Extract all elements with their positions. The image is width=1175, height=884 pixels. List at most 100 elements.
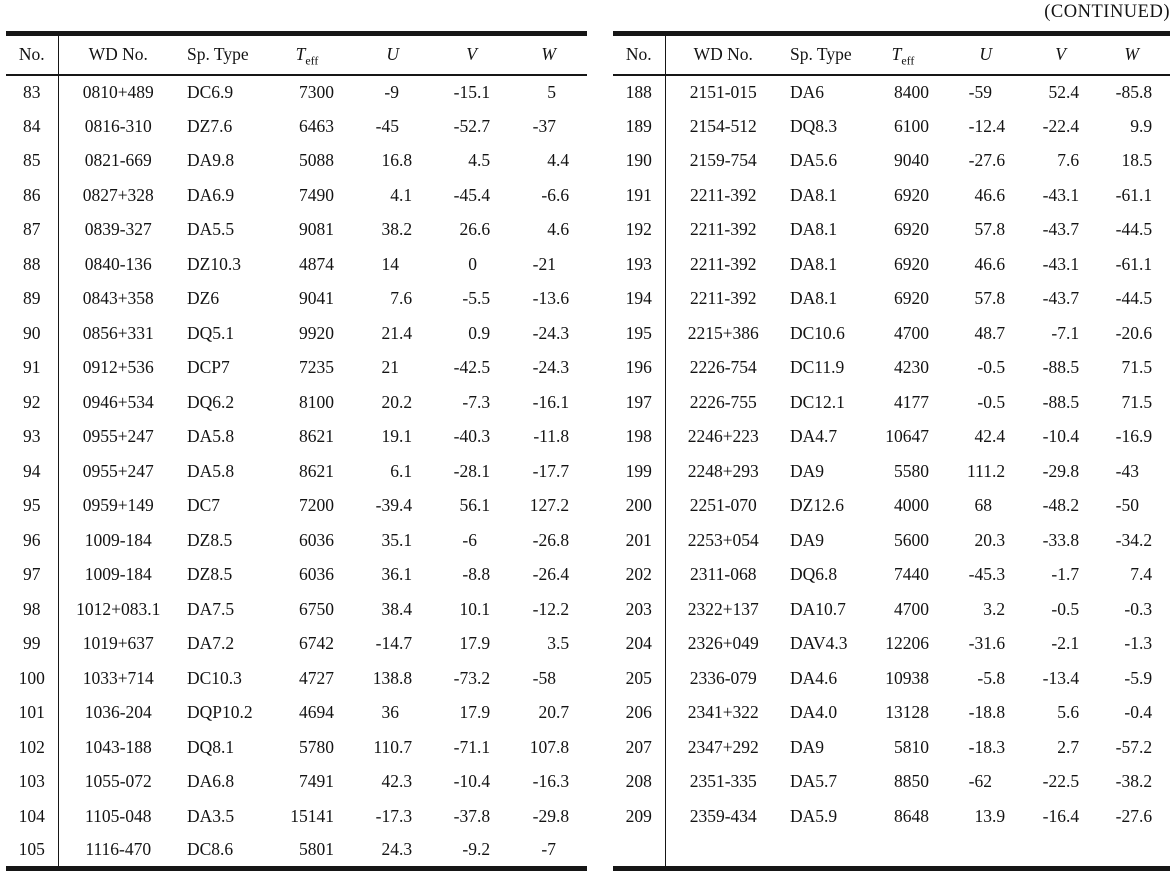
row-number-cell: 89 xyxy=(6,281,59,316)
spectral-type-cell: DC10.6 xyxy=(790,322,845,343)
teff-cell: 9041 xyxy=(299,288,334,309)
wd-number-cell: 0839-327 xyxy=(84,219,152,240)
w-velocity-cell: -44.5 xyxy=(1115,288,1153,309)
row-number-cell: 205 xyxy=(613,661,666,696)
row-number-cell: 192 xyxy=(613,212,666,247)
row-number-cell: 92 xyxy=(6,385,59,420)
teff-cell: 7491 xyxy=(299,771,334,792)
u-velocity-cell: 21 xyxy=(381,357,400,378)
header-row: No. WD No. Sp. Type Teff U V W xyxy=(613,33,1170,76)
w-velocity-cell: 127.2 xyxy=(529,495,570,516)
v-velocity-cell: 0 xyxy=(468,253,477,274)
column-header-teff: Teff xyxy=(280,33,338,76)
spectral-type-cell: DA9 xyxy=(790,460,825,481)
row-number-cell: 86 xyxy=(6,178,59,213)
u-velocity-cell: -14.7 xyxy=(375,633,413,654)
wd-number-cell: 2248+293 xyxy=(687,460,759,481)
wd-number-cell: 2326+049 xyxy=(687,633,759,654)
w-velocity-cell: -44.5 xyxy=(1115,219,1153,240)
table-row: 92 0946+534 DQ6.2 8100 20.2 -7.3 -16.1 xyxy=(6,385,587,420)
w-velocity-cell: -7 xyxy=(541,839,556,859)
v-velocity-cell: 0.9 xyxy=(468,322,491,343)
wd-number-cell: 2154-512 xyxy=(689,115,757,136)
teff-cell: 4230 xyxy=(894,357,929,378)
row-number-cell: 191 xyxy=(613,178,666,213)
v-velocity-cell: -22.4 xyxy=(1042,115,1080,136)
u-velocity-cell: 46.6 xyxy=(974,253,1006,274)
spectral-type-cell: DA8.1 xyxy=(790,288,838,309)
u-velocity-cell: 110.7 xyxy=(373,736,413,757)
v-velocity-cell: -8.8 xyxy=(462,564,491,585)
u-velocity-cell: 68 xyxy=(974,495,993,516)
teff-cell: 6100 xyxy=(894,115,929,136)
row-number-cell: 209 xyxy=(613,799,666,834)
table-row: 87 0839-327 DA5.5 9081 38.2 26.6 4.6 xyxy=(6,212,587,247)
v-velocity-cell: 10.1 xyxy=(459,598,491,619)
wd-number-cell: 1019+637 xyxy=(82,633,154,654)
wd-number-cell: 0816-310 xyxy=(84,115,152,136)
v-velocity-cell: -42.5 xyxy=(453,357,491,378)
table-row: 207 2347+292 DA9 5810 -18.3 2.7 -57.2 xyxy=(613,730,1170,765)
row-number-cell: 83 xyxy=(6,74,59,109)
u-velocity-cell: -9 xyxy=(384,81,399,102)
wd-number-cell: 2159-754 xyxy=(689,150,757,171)
spectral-type-cell: DQ6.8 xyxy=(790,564,838,585)
spectral-type-cell: DC10.3 xyxy=(187,667,242,688)
column-header-sp-label: Sp. Type xyxy=(187,44,249,65)
v-velocity-cell: -6 xyxy=(462,529,477,550)
v-velocity-cell: -7.3 xyxy=(462,391,491,412)
u-velocity-cell: 3.2 xyxy=(983,598,1006,619)
teff-cell: 5600 xyxy=(894,529,929,550)
table-row: 198 2246+223 DA4.7 10647 42.4 -10.4 -16.9 xyxy=(613,419,1170,454)
teff-cell: 12206 xyxy=(885,633,929,654)
table-row: 101 1036-204 DQP10.2 4694 36 17.9 20.7 xyxy=(6,695,587,730)
column-header-no: No. xyxy=(613,33,666,76)
u-velocity-cell: 48.7 xyxy=(974,322,1006,343)
row-number-cell: 85 xyxy=(6,143,59,178)
teff-cell: 6750 xyxy=(299,598,334,619)
column-header-v: V xyxy=(1007,33,1081,76)
wd-number-cell: 2215+386 xyxy=(687,322,759,343)
table-row: 99 1019+637 DA7.2 6742 -14.7 17.9 3.5 xyxy=(6,626,587,661)
wd-number-cell: 2226-754 xyxy=(689,357,757,378)
teff-cell: 4177 xyxy=(894,391,929,412)
u-velocity-cell: 7.6 xyxy=(390,288,413,309)
v-velocity-cell: -43.1 xyxy=(1042,253,1080,274)
teff-symbol: T xyxy=(295,44,306,65)
w-velocity-cell: -24.3 xyxy=(532,357,570,378)
w-velocity-cell: -61.1 xyxy=(1115,184,1153,205)
w-velocity-cell: -16.9 xyxy=(1115,426,1153,447)
wd-number-cell: 0827+328 xyxy=(82,184,154,205)
v-velocity-cell: -10.4 xyxy=(453,771,491,792)
teff-symbol: T xyxy=(891,44,902,65)
teff-subscript: eff xyxy=(305,53,319,68)
row-number-cell: 101 xyxy=(6,695,59,730)
u-velocity-cell: -17.3 xyxy=(375,805,413,826)
table-row: 204 2326+049 DAV4.3 12206 -31.6 -2.1 -1.3 xyxy=(613,626,1170,661)
u-velocity-cell: 38.2 xyxy=(381,219,413,240)
table-row: 98 1012+083.1 DA7.5 6750 38.4 10.1 -12.2 xyxy=(6,592,587,627)
v-velocity-cell: -15.1 xyxy=(453,81,491,102)
v-velocity-cell: -43.7 xyxy=(1042,288,1080,309)
column-header-v: V xyxy=(414,33,492,76)
v-velocity-cell: 5.6 xyxy=(1057,702,1080,723)
u-velocity-cell: 21.4 xyxy=(381,322,413,343)
table-row: 196 2226-754 DC11.9 4230 -0.5 -88.5 71.5 xyxy=(613,350,1170,385)
v-velocity-cell: -73.2 xyxy=(453,667,491,688)
v-velocity-cell: -7.1 xyxy=(1051,322,1080,343)
v-velocity-cell: -40.3 xyxy=(453,426,491,447)
table-row: 192 2211-392 DA8.1 6920 57.8 -43.7 -44.5 xyxy=(613,212,1170,247)
row-number-cell: 200 xyxy=(613,488,666,523)
w-velocity-cell: -24.3 xyxy=(532,322,570,343)
teff-cell: 8621 xyxy=(299,460,334,481)
u-velocity-cell: 6.1 xyxy=(390,460,413,481)
wd-number-cell: 2311-068 xyxy=(690,564,757,585)
wd-number-cell: 0959+149 xyxy=(82,495,154,516)
row-number-cell: 196 xyxy=(613,350,666,385)
table-row: 193 2211-392 DA8.1 6920 46.6 -43.1 -61.1 xyxy=(613,247,1170,282)
w-velocity-cell: -85.8 xyxy=(1115,81,1153,102)
row-number-cell xyxy=(613,833,666,868)
table-row xyxy=(613,833,1170,868)
spectral-type-cell: DA9 xyxy=(790,736,825,757)
spectral-type-cell: DZ7.6 xyxy=(187,115,233,136)
